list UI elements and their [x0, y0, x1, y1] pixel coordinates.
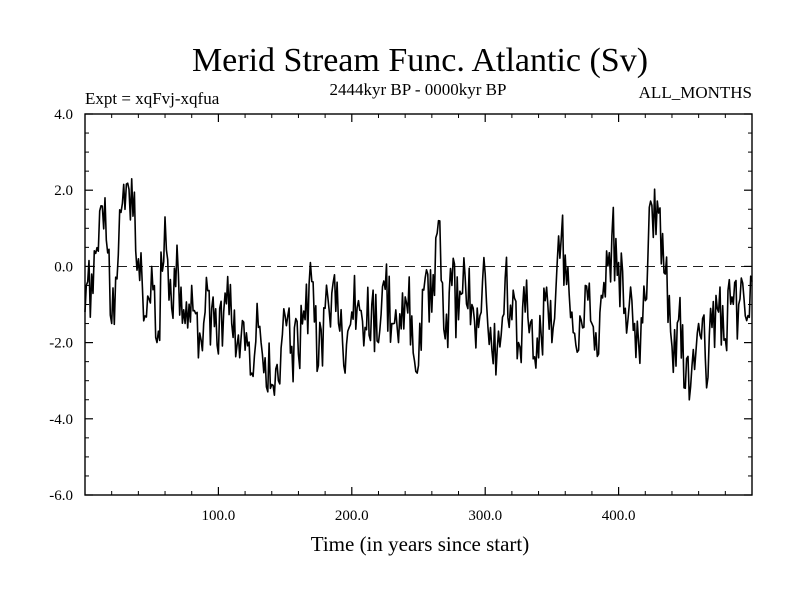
plot-area [84, 113, 753, 496]
months-label: ALL_MONTHS [639, 83, 752, 102]
y-tick-label: 2.0 [54, 183, 73, 199]
y-axis-ticks: -6.0 -4.0 -2.0 0.0 2.0 4.0 [49, 107, 752, 504]
x-axis-ticks: 100.0 200.0 300.0 400.0 [111, 114, 726, 524]
x-tick-label: 100.0 [202, 508, 236, 524]
x-tick-label: 400.0 [602, 508, 636, 524]
time-range-label: 2444kyr BP - 0000kyr BP [330, 80, 507, 99]
series-line-1 [84, 178, 753, 401]
plot-frame [84, 113, 753, 496]
y-tick-label: 0.0 [54, 259, 73, 275]
y-tick-label: -6.0 [49, 488, 73, 504]
x-tick-label: 200.0 [335, 508, 369, 524]
y-tick-label: -4.0 [49, 412, 73, 428]
y-tick-label: 4.0 [54, 107, 73, 123]
x-axis-label: Time (in years since start) [311, 532, 530, 556]
experiment-label: Expt = xqFvj-xqfua [85, 89, 220, 108]
y-tick-label: -2.0 [49, 336, 73, 352]
chart-title: Merid Stream Func. Atlantic (Sv) [192, 42, 648, 79]
chart-titles: Merid Stream Func. Atlantic (Sv) Expt = … [85, 42, 752, 108]
x-tick-label: 300.0 [468, 508, 502, 524]
